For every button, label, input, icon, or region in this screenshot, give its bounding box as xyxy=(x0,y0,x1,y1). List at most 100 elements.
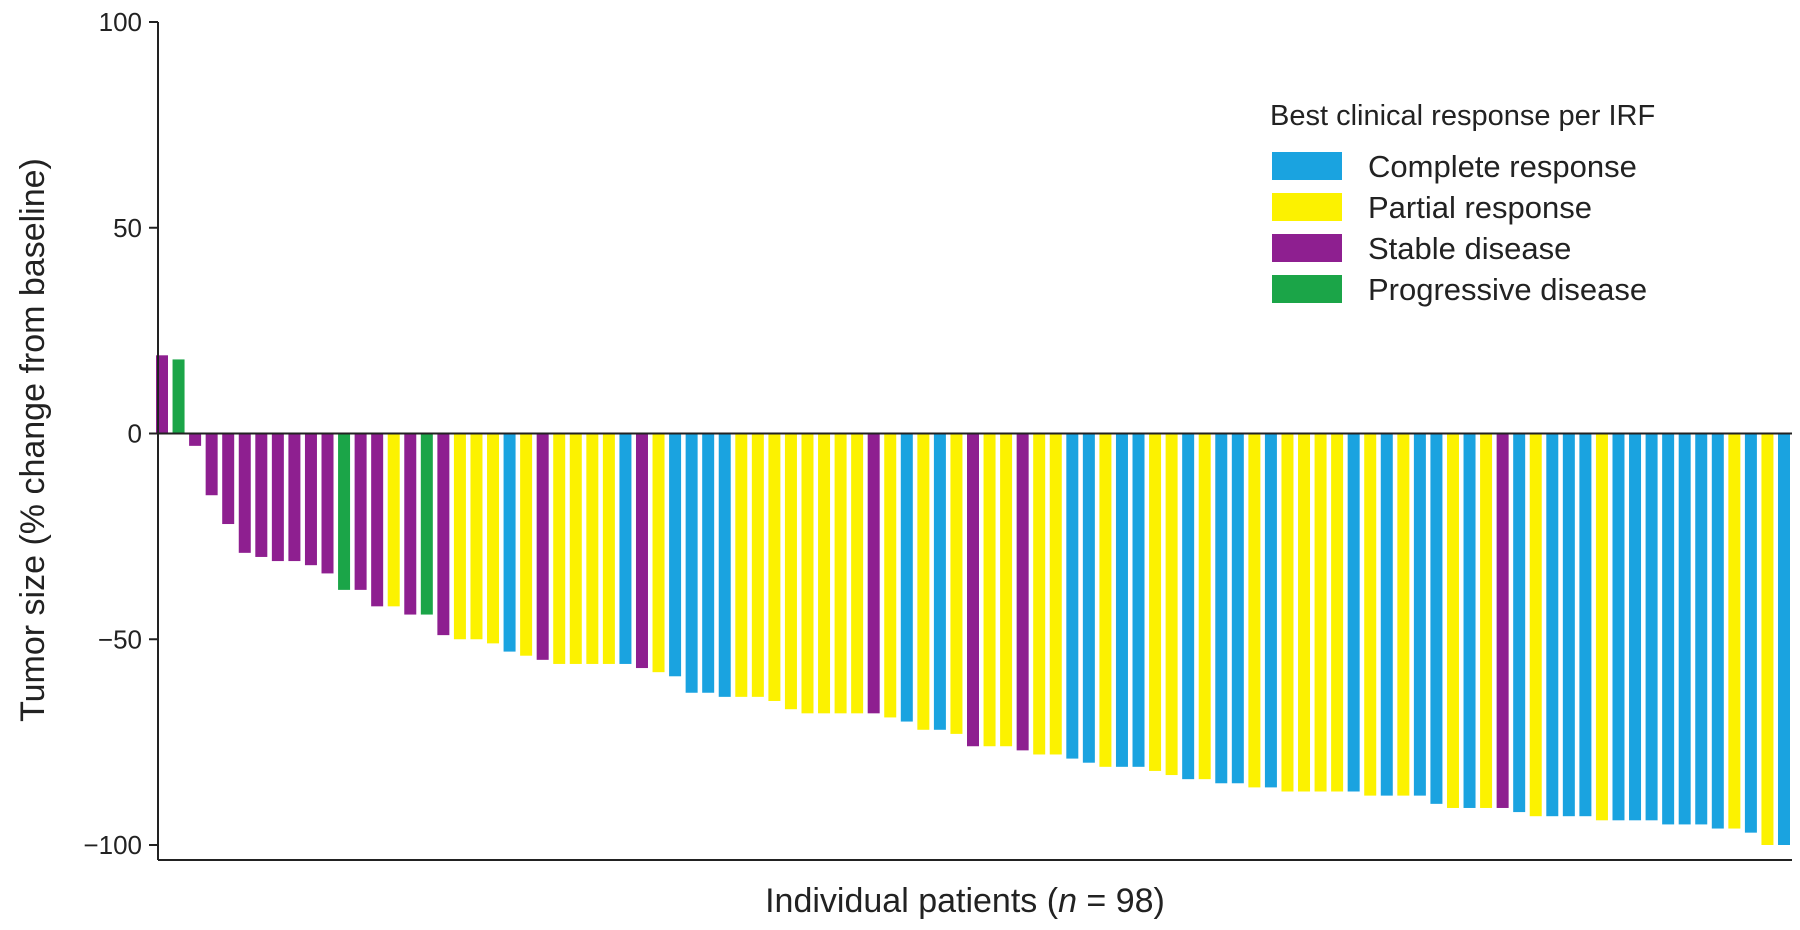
legend-label-sd: Stable disease xyxy=(1368,231,1571,266)
bar-patient-90 xyxy=(1629,433,1642,821)
bar-patient-17 xyxy=(420,433,433,615)
bar-patient-20 xyxy=(470,433,483,640)
bar-patient-55 xyxy=(1049,433,1062,755)
bar-patient-73 xyxy=(1347,433,1360,792)
bar-patient-77 xyxy=(1413,433,1426,796)
bar-patient-25 xyxy=(553,433,566,664)
bar-patient-89 xyxy=(1612,433,1625,821)
legend-label-pd: Progressive disease xyxy=(1368,272,1647,307)
bar-patient-92 xyxy=(1662,433,1675,825)
bar-patient-15 xyxy=(387,433,400,607)
bar-patient-58 xyxy=(1099,433,1112,767)
bar-patient-50 xyxy=(967,433,979,747)
bar-patient-16 xyxy=(404,433,417,615)
bar-patient-23 xyxy=(520,433,533,656)
bar-patient-30 xyxy=(635,433,648,669)
bar-patient-84 xyxy=(1529,433,1542,817)
bar-patient-2 xyxy=(172,359,185,434)
y-axis-title: Tumor size (% change from baseline) xyxy=(14,158,52,722)
y-tick-label: 100 xyxy=(99,7,142,37)
bar-patient-83 xyxy=(1513,433,1526,813)
bar-patient-14 xyxy=(371,433,384,607)
legend-swatch-sd xyxy=(1272,234,1342,262)
legend-swatch-pd xyxy=(1272,275,1342,303)
bar-patient-68 xyxy=(1264,433,1277,788)
bar-patient-48 xyxy=(933,433,946,730)
bar-patient-67 xyxy=(1248,433,1261,788)
bar-patient-72 xyxy=(1331,433,1344,792)
legend: Best clinical response per IRF Complete … xyxy=(1270,100,1655,307)
bar-patient-38 xyxy=(768,433,781,701)
legend-title: Best clinical response per IRF xyxy=(1270,100,1655,132)
bar-patient-60 xyxy=(1132,433,1145,767)
bar-patient-11 xyxy=(321,433,334,574)
bar-patient-10 xyxy=(304,433,317,566)
bar-patient-41 xyxy=(818,433,831,714)
y-tick-label: −50 xyxy=(98,624,142,654)
legend-label-cr: Complete response xyxy=(1368,149,1637,184)
bar-patient-63 xyxy=(1182,433,1195,780)
bar-patient-94 xyxy=(1695,433,1708,825)
bar-patient-47 xyxy=(917,433,930,730)
x-axis-title: Individual patients (n = 98) xyxy=(765,882,1165,920)
x-axis-title-prefix: Individual patients ( xyxy=(765,882,1059,920)
bar-patient-75 xyxy=(1380,433,1393,796)
y-tick-label: −100 xyxy=(83,830,142,860)
bar-patient-4 xyxy=(205,433,218,496)
bar-patient-33 xyxy=(685,433,698,693)
bar-patient-81 xyxy=(1480,433,1493,808)
bar-patient-36 xyxy=(735,433,748,697)
bar-patient-24 xyxy=(536,433,549,660)
bar-patient-51 xyxy=(983,433,996,747)
bar-patient-96 xyxy=(1728,433,1741,829)
bar-patient-29 xyxy=(619,433,632,664)
bar-patient-65 xyxy=(1215,433,1228,784)
bar-patient-44 xyxy=(867,433,880,714)
x-axis-title-suffix: = 98) xyxy=(1077,882,1165,920)
x-axis-title-n: n xyxy=(1058,882,1077,920)
bars-group xyxy=(156,355,1790,845)
bar-patient-71 xyxy=(1314,433,1327,792)
bar-patient-31 xyxy=(652,433,665,673)
bar-patient-88 xyxy=(1595,433,1608,821)
bar-patient-54 xyxy=(1033,433,1046,755)
bar-patient-87 xyxy=(1579,433,1592,817)
bar-patient-64 xyxy=(1198,433,1211,780)
bar-patient-3 xyxy=(189,433,202,446)
bar-patient-40 xyxy=(801,433,814,714)
bar-patient-69 xyxy=(1281,433,1294,792)
bar-patient-91 xyxy=(1645,433,1658,821)
bar-patient-66 xyxy=(1231,433,1244,784)
bar-patient-39 xyxy=(784,433,797,710)
bar-patient-35 xyxy=(718,433,731,697)
bar-patient-26 xyxy=(569,433,582,664)
bar-patient-9 xyxy=(288,433,301,562)
legend-entries: Complete response Partial response Stable … xyxy=(1272,149,1647,307)
bar-patient-59 xyxy=(1115,433,1128,767)
bar-patient-93 xyxy=(1678,433,1691,825)
bar-patient-34 xyxy=(702,433,715,693)
bar-patient-45 xyxy=(884,433,897,718)
y-tick-label: 50 xyxy=(113,213,142,243)
bar-patient-7 xyxy=(255,433,268,557)
bar-patient-82 xyxy=(1496,433,1509,808)
bar-patient-76 xyxy=(1397,433,1410,796)
bar-patient-28 xyxy=(602,433,615,664)
bar-patient-56 xyxy=(1066,433,1079,759)
bar-patient-5 xyxy=(222,433,235,525)
bar-patient-57 xyxy=(1082,433,1095,763)
legend-swatch-cr xyxy=(1272,152,1342,180)
bar-patient-78 xyxy=(1430,433,1443,804)
bar-patient-42 xyxy=(834,433,847,714)
bar-patient-27 xyxy=(586,433,599,664)
bar-patient-43 xyxy=(851,433,864,714)
legend-swatch-pr xyxy=(1272,193,1342,221)
bar-patient-98 xyxy=(1761,433,1774,845)
bar-patient-61 xyxy=(1149,433,1162,771)
bar-patient-70 xyxy=(1298,433,1311,792)
bar-patient-95 xyxy=(1711,433,1724,829)
bar-patient-22 xyxy=(503,433,516,652)
bar-patient-21 xyxy=(487,433,500,644)
